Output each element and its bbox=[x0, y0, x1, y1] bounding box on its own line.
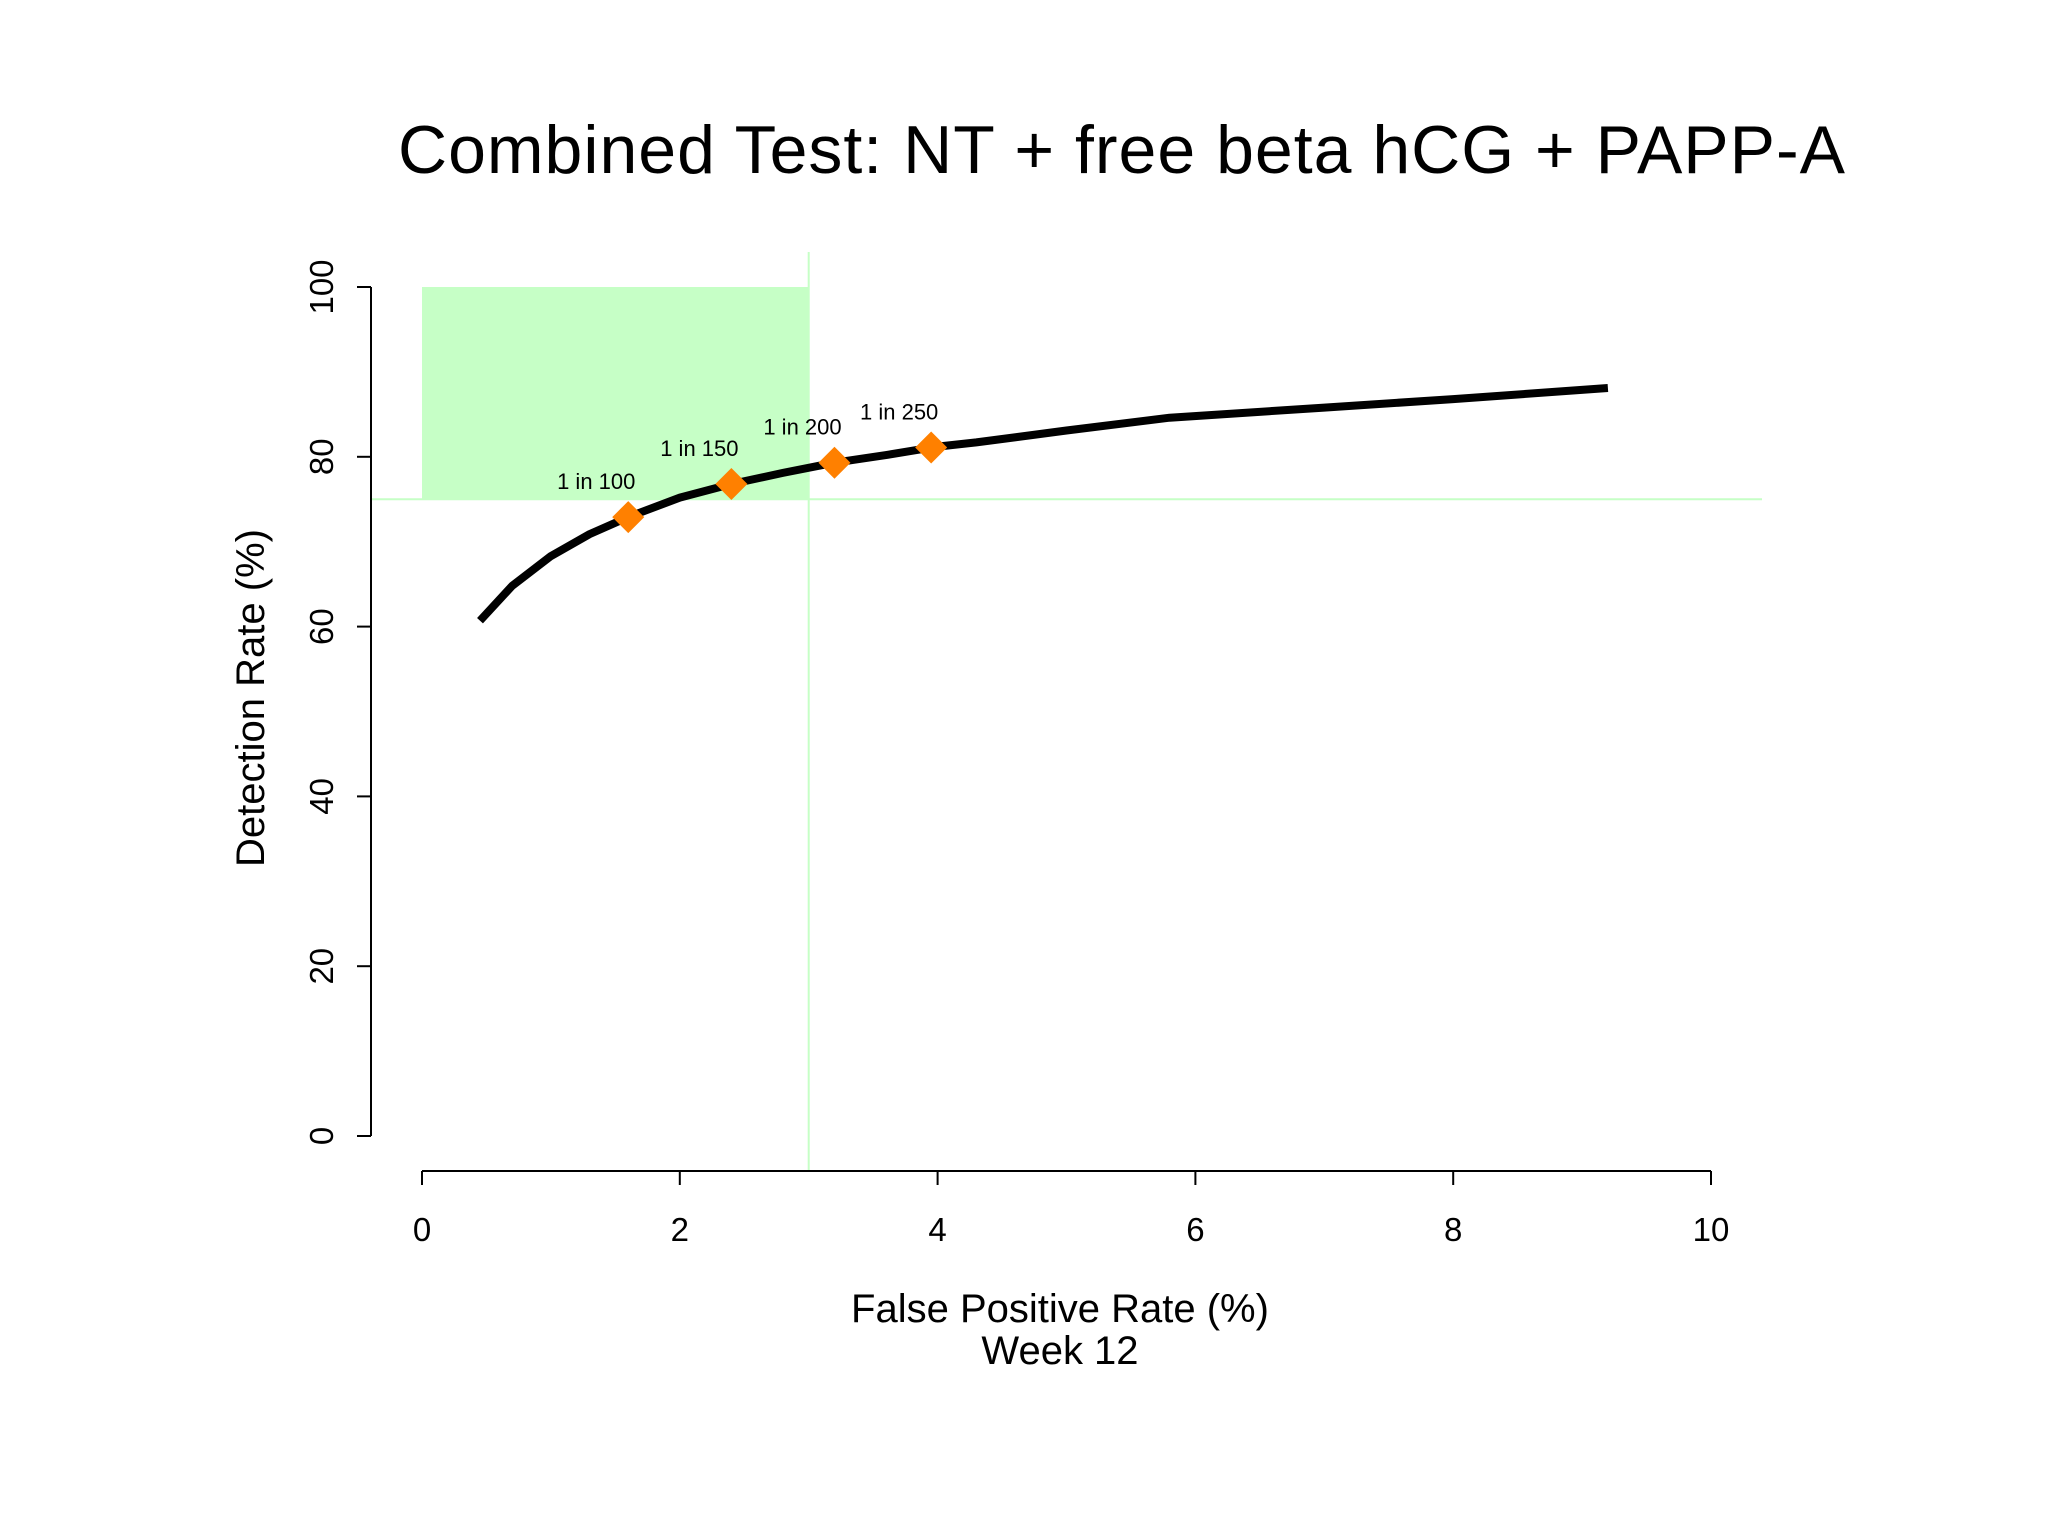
x-tick-label: 10 bbox=[1693, 1211, 1730, 1248]
y-tick-label: 20 bbox=[303, 948, 340, 985]
x-tick-label: 6 bbox=[1186, 1211, 1204, 1248]
y-tick-label: 100 bbox=[303, 259, 340, 314]
markers-layer: 1 in 100 1 in 150 1 in 200 1 in 250 bbox=[557, 399, 948, 534]
x-axis-title: False Positive Rate (%) bbox=[851, 1287, 1269, 1331]
risk-cutoff-label: 1 in 200 bbox=[763, 415, 841, 440]
x-tick-label: 8 bbox=[1444, 1211, 1462, 1248]
x-tick-label: 0 bbox=[413, 1211, 431, 1248]
reference-lines-layer bbox=[372, 252, 1762, 1172]
x-tick-label: 4 bbox=[928, 1211, 946, 1248]
y-axis-title: Detection Rate (%) bbox=[229, 529, 273, 867]
risk-cutoff-label: 1 in 250 bbox=[860, 399, 938, 424]
risk-cutoff-label: 1 in 150 bbox=[660, 436, 738, 461]
chart-title: Combined Test: NT + free beta hCG + PAPP… bbox=[398, 112, 1846, 188]
target-region-layer bbox=[422, 287, 809, 500]
risk-cutoff-marker bbox=[915, 431, 948, 464]
risk-cutoff-marker bbox=[612, 501, 645, 534]
y-tick-label: 40 bbox=[303, 778, 340, 815]
risk-cutoff-marker bbox=[715, 467, 748, 500]
risk-cutoff-marker bbox=[818, 446, 851, 479]
x-axis-subtitle: Week 12 bbox=[981, 1329, 1138, 1373]
y-tick-label: 0 bbox=[303, 1127, 340, 1145]
x-tick-label: 2 bbox=[671, 1211, 689, 1248]
target-region bbox=[422, 287, 809, 500]
risk-cutoff-label: 1 in 100 bbox=[557, 469, 635, 494]
axes-layer: 0 20 40 60 80 100 0 2 4 6 8 10 bbox=[303, 259, 1729, 1248]
y-tick-label: 80 bbox=[303, 438, 340, 475]
y-tick-label: 60 bbox=[303, 608, 340, 645]
